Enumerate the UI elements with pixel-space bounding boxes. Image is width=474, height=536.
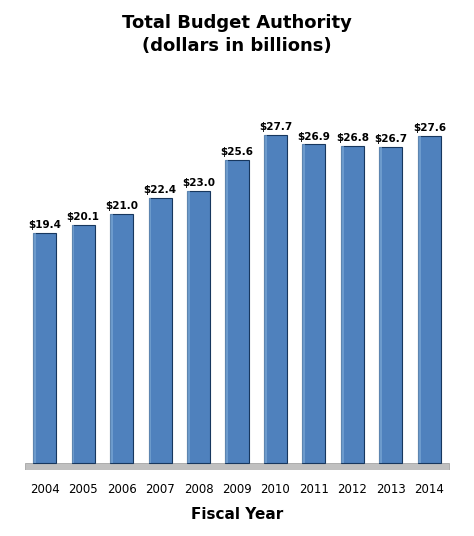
Bar: [379, 147, 402, 463]
Bar: [187, 191, 210, 463]
Text: $19.4: $19.4: [28, 220, 61, 230]
Bar: [33, 233, 56, 463]
Bar: [226, 160, 248, 463]
Bar: [418, 136, 420, 463]
Bar: [264, 135, 287, 463]
Title: Total Budget Authority
(dollars in billions): Total Budget Authority (dollars in billi…: [122, 14, 352, 56]
Bar: [341, 146, 344, 463]
Text: $26.7: $26.7: [374, 134, 408, 144]
FancyBboxPatch shape: [26, 463, 448, 470]
Text: $27.7: $27.7: [259, 122, 292, 132]
Bar: [302, 145, 305, 463]
Bar: [33, 233, 36, 463]
Text: $25.6: $25.6: [220, 147, 254, 157]
Bar: [264, 135, 267, 463]
Text: $23.0: $23.0: [182, 177, 215, 188]
Text: $21.0: $21.0: [105, 202, 138, 211]
X-axis label: Fiscal Year: Fiscal Year: [191, 507, 283, 522]
Bar: [110, 214, 113, 463]
Bar: [110, 214, 133, 463]
Bar: [341, 146, 364, 463]
Bar: [72, 225, 74, 463]
Text: $26.9: $26.9: [298, 131, 330, 142]
Bar: [302, 145, 326, 463]
Bar: [72, 225, 95, 463]
Bar: [379, 147, 382, 463]
Text: $26.8: $26.8: [336, 133, 369, 143]
Bar: [418, 136, 441, 463]
Bar: [148, 198, 172, 463]
Bar: [187, 191, 190, 463]
Text: $22.4: $22.4: [144, 185, 177, 195]
Text: $27.6: $27.6: [413, 123, 446, 133]
Bar: [226, 160, 228, 463]
Bar: [148, 198, 151, 463]
Text: $20.1: $20.1: [67, 212, 100, 222]
